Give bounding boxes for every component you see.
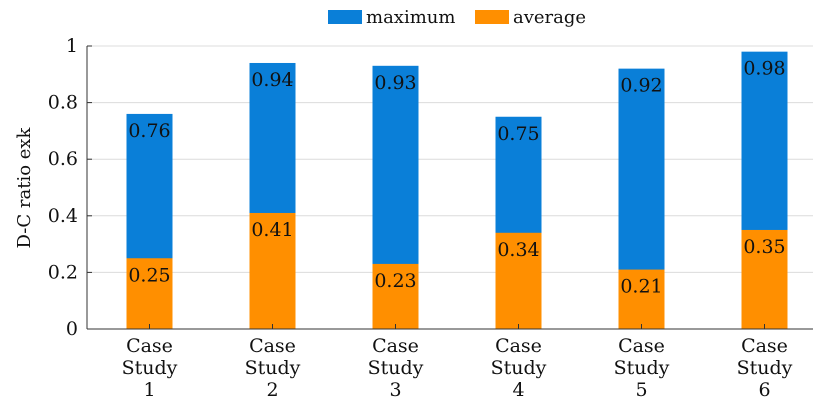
bars (126, 51, 788, 329)
y-tick-label: 0 (66, 318, 78, 340)
bar-average (618, 269, 665, 329)
legend-label-maximum: maximum (366, 7, 455, 28)
y-tick-label: 0.6 (48, 148, 78, 170)
x-tick-label: Case (126, 335, 173, 357)
grid-lines (87, 45, 813, 330)
x-tick-label: 5 (635, 379, 647, 399)
x-tick-label: Study (491, 357, 547, 379)
data-label-maximum: 0.94 (251, 69, 293, 91)
x-tick-label: Study (122, 357, 178, 379)
data-label-average: 0.41 (251, 219, 293, 241)
x-tick-labels: CaseStudy1CaseStudy2CaseStudy3CaseStudy4… (122, 324, 793, 399)
x-tick-label: 2 (266, 379, 278, 399)
x-tick-label: Study (614, 357, 670, 379)
y-tick-labels: 0 0.2 0.4 0.6 0.8 1 (48, 35, 92, 340)
data-label-average: 0.25 (128, 264, 170, 286)
data-label-maximum: 0.93 (374, 72, 416, 94)
data-labels: 0.76 0.25 0.94 0.41 0.93 0.23 0.75 0.34 0.92 0.21… (128, 58, 785, 298)
y-tick-label: 0.8 (48, 92, 78, 114)
legend-label-average: average (513, 7, 586, 28)
bar-average (126, 258, 173, 329)
data-label-maximum: 0.76 (128, 120, 170, 142)
x-tick-label: 1 (143, 379, 155, 399)
y-tick-label: 0.4 (48, 205, 78, 227)
legend-swatch-maximum (328, 10, 362, 24)
x-tick-label: 3 (389, 379, 401, 399)
x-tick-label: Case (495, 335, 542, 357)
x-tick-label: Study (368, 357, 424, 379)
legend-swatch-average (475, 10, 509, 24)
x-tick-label: Study (737, 357, 793, 379)
axes (86, 46, 813, 330)
bar-average (741, 229, 788, 329)
data-label-average: 0.35 (743, 236, 785, 258)
data-label-average: 0.21 (620, 276, 662, 298)
y-tick-label: 1 (66, 35, 78, 57)
bar-average (249, 212, 296, 329)
legend: maximum average (328, 7, 586, 28)
y-tick-label: 0.2 (48, 261, 78, 283)
x-tick-label: 6 (758, 379, 770, 399)
bar-average (372, 263, 419, 329)
data-label-maximum: 0.75 (497, 123, 539, 145)
data-label-average: 0.23 (374, 270, 416, 292)
x-tick-label: Case (618, 335, 665, 357)
data-label-maximum: 0.98 (743, 58, 785, 80)
data-label-average: 0.34 (497, 239, 539, 261)
data-label-maximum: 0.92 (620, 75, 662, 97)
y-axis-title: D-C ratio exk (14, 126, 35, 248)
x-tick-label: Study (245, 357, 301, 379)
x-tick-label: 4 (512, 379, 524, 399)
x-tick-label: Case (372, 335, 419, 357)
x-tick-label: Case (249, 335, 296, 357)
x-tick-label: Case (741, 335, 788, 357)
bar-average (495, 232, 542, 329)
